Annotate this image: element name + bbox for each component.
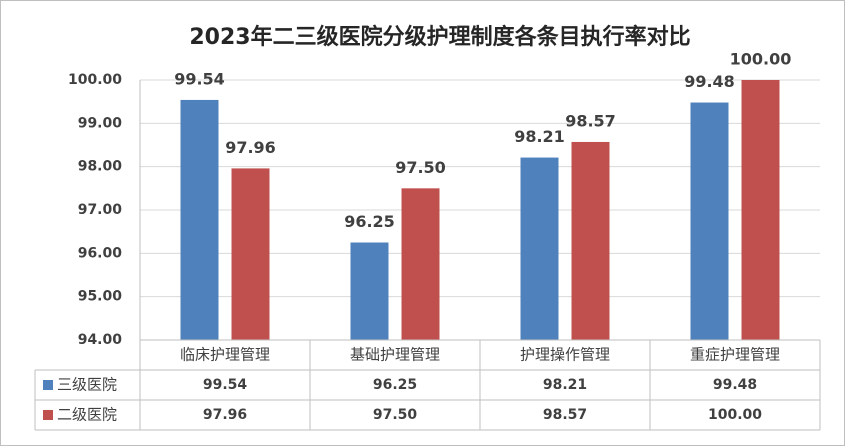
table-cell: 97.50	[373, 407, 418, 423]
table-cell: 98.21	[543, 377, 587, 393]
value-label: 98.21	[514, 127, 565, 146]
bar	[741, 80, 780, 340]
bar	[571, 141, 610, 340]
y-tick-label: 98.00	[78, 159, 123, 175]
value-label: 96.25	[344, 212, 395, 231]
legend-key	[43, 380, 53, 390]
x-tick-label: 基础护理管理	[350, 346, 440, 364]
y-tick-label: 97.00	[78, 202, 123, 218]
table-cell: 97.96	[203, 407, 247, 423]
table-cell: 100.00	[708, 407, 762, 423]
y-tick-label: 94.00	[78, 332, 123, 348]
legend-label: 三级医院	[57, 376, 117, 394]
value-label: 99.54	[174, 69, 225, 88]
table-cell: 98.57	[543, 407, 587, 423]
x-tick-label: 临床护理管理	[180, 346, 270, 364]
y-tick-label: 96.00	[78, 245, 123, 261]
table-cell: 99.48	[713, 377, 757, 393]
bar	[520, 157, 559, 340]
legend-key	[43, 410, 53, 420]
value-label: 97.96	[225, 138, 276, 157]
bar	[350, 242, 389, 340]
chart-title: 2023年二三级医院分级护理制度各条目执行率对比	[189, 24, 690, 50]
value-label: 97.50	[395, 158, 446, 177]
y-tick-label: 99.00	[78, 115, 123, 131]
legend-label: 二级医院	[57, 406, 117, 424]
value-label: 99.48	[684, 72, 735, 91]
bar	[231, 168, 270, 340]
value-label: 98.57	[565, 111, 616, 130]
x-tick-label: 护理操作管理	[520, 346, 610, 364]
bar	[180, 99, 219, 340]
table-cell: 96.25	[373, 377, 417, 393]
value-label: 100.00	[730, 50, 792, 69]
x-tick-label: 重症护理管理	[690, 346, 780, 364]
y-tick-label: 100.00	[68, 72, 122, 88]
bar	[401, 188, 440, 340]
bar	[690, 102, 729, 341]
table-cell: 99.54	[203, 377, 248, 393]
y-tick-label: 95.00	[78, 289, 123, 305]
